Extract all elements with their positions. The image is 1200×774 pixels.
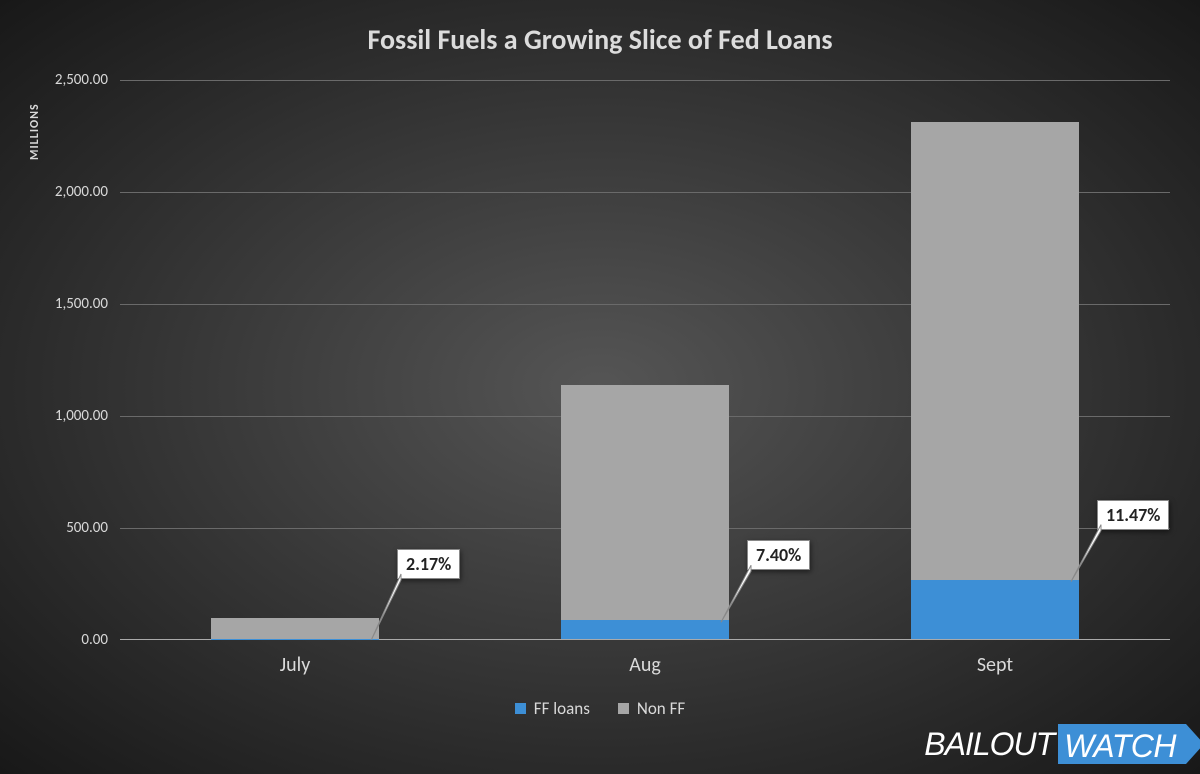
x-tick-label: July: [120, 639, 470, 677]
y-tick-label: 0.00: [81, 631, 120, 649]
y-tick-label: 500.00: [66, 519, 120, 537]
callout-label: 11.47%: [1097, 500, 1169, 530]
legend: FF loans Non FF: [0, 698, 1200, 719]
callout-label: 2.17%: [397, 549, 460, 579]
bar-sept: [911, 122, 1079, 639]
y-tick-label: 1,500.00: [55, 295, 120, 313]
legend-swatch: [515, 703, 526, 714]
bar-aug: [561, 385, 729, 639]
x-tick-label: Sept: [820, 639, 1170, 677]
bar-segment-ff: [561, 620, 729, 639]
logo-text-watch: WATCH: [1058, 724, 1186, 764]
legend-swatch: [618, 703, 629, 714]
x-tick-label: Aug: [470, 639, 820, 677]
legend-item-nonff: Non FF: [618, 698, 685, 719]
callout-label: 7.40%: [747, 540, 810, 570]
gridline: [120, 80, 1170, 81]
bar-segment-nonff: [911, 122, 1079, 580]
plot-area: 0.00500.001,000.001,500.002,000.002,500.…: [120, 80, 1170, 640]
legend-item-ff: FF loans: [515, 698, 590, 719]
bar-july: [211, 618, 379, 639]
y-axis-title: MILLIONS: [28, 103, 42, 160]
y-tick-label: 2,500.00: [55, 71, 120, 89]
bar-segment-nonff: [561, 385, 729, 620]
legend-label: Non FF: [637, 698, 685, 719]
y-tick-label: 1,000.00: [55, 407, 120, 425]
y-tick-label: 2,000.00: [55, 183, 120, 201]
logo-bailoutwatch: BAILOUT WATCH: [924, 724, 1186, 764]
logo-text-bailout: BAILOUT: [924, 726, 1054, 763]
chart-title: Fossil Fuels a Growing Slice of Fed Loan…: [0, 0, 1200, 57]
bar-segment-ff: [911, 580, 1079, 639]
legend-label: FF loans: [534, 698, 590, 719]
bar-segment-nonff: [211, 618, 379, 638]
